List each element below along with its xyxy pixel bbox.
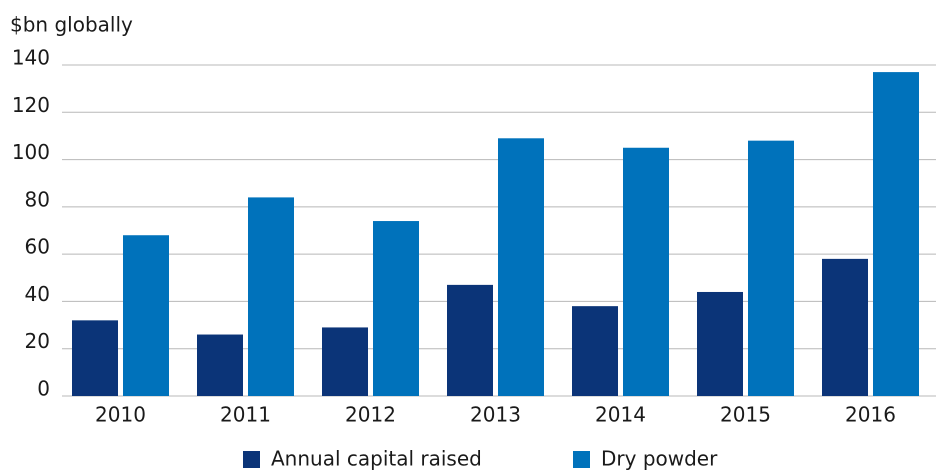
bar	[498, 138, 544, 397]
x-tick-label: 2015	[720, 403, 771, 427]
y-tick-label: 140	[12, 46, 50, 70]
y-tick-label: 0	[37, 377, 50, 401]
y-tick-label: 80	[25, 187, 50, 211]
bar	[123, 235, 169, 396]
y-tick-label: 40	[25, 282, 50, 306]
x-tick-label: 2012	[345, 403, 396, 427]
bar	[72, 320, 118, 396]
bar	[322, 327, 368, 396]
x-tick-label: 2011	[220, 403, 271, 427]
legend-label: Annual capital raised	[271, 447, 482, 470]
x-tick-label: 2010	[95, 403, 146, 427]
legend-label: Dry powder	[601, 447, 718, 470]
x-tick-label: 2014	[595, 403, 646, 427]
legend-swatch	[573, 451, 590, 468]
x-tick-label: 2016	[845, 403, 896, 427]
bar	[447, 284, 493, 396]
bar	[197, 334, 243, 396]
bar	[373, 221, 419, 396]
y-axis-label: $bn globally	[10, 13, 133, 37]
y-tick-label: 120	[12, 93, 50, 117]
bar	[748, 140, 794, 396]
bar	[697, 291, 743, 396]
bar	[822, 258, 868, 396]
legend-swatch	[243, 451, 260, 468]
bar	[572, 306, 618, 396]
y-tick-label: 60	[25, 235, 50, 259]
x-tick-label: 2013	[470, 403, 521, 427]
bar	[873, 72, 919, 396]
y-tick-label: 100	[12, 140, 50, 164]
bar	[248, 197, 294, 396]
bar	[623, 147, 669, 396]
y-tick-label: 20	[25, 329, 50, 353]
